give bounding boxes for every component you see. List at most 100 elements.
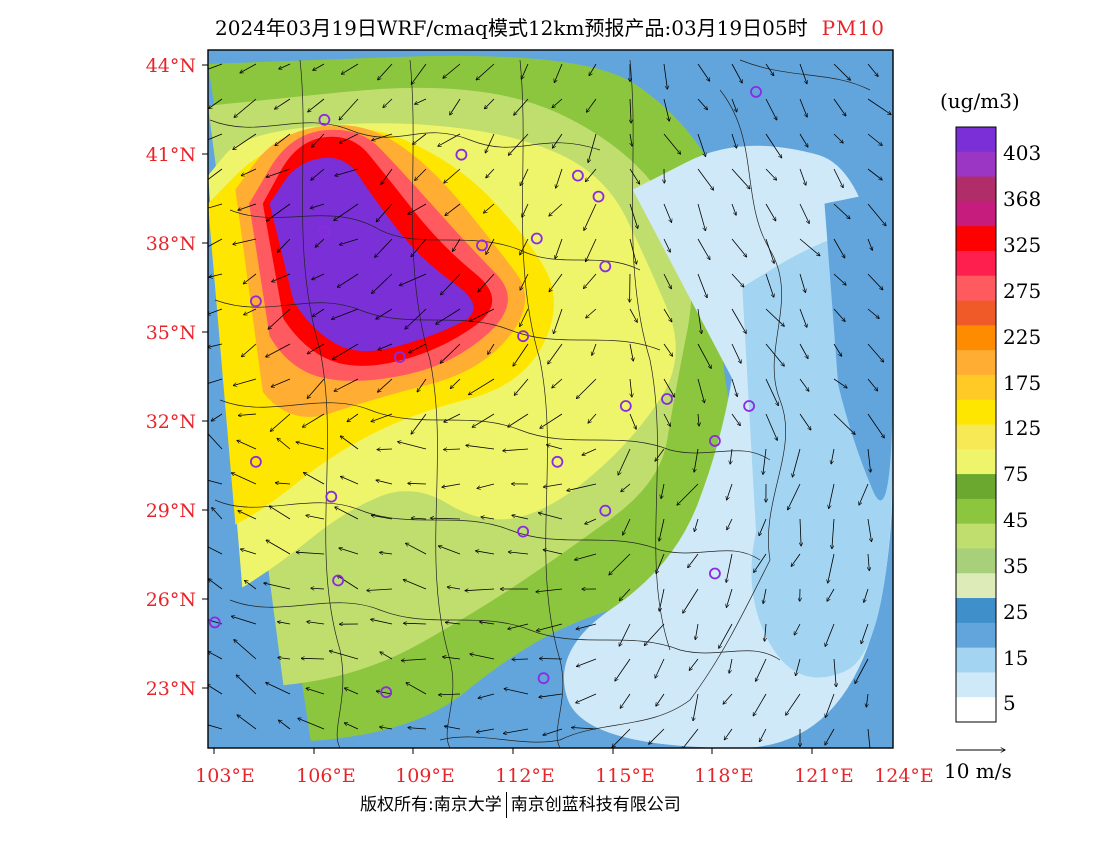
wind-arrow-icon <box>827 588 835 601</box>
wind-arrow-icon <box>799 133 808 147</box>
city-marker-icon <box>517 525 529 538</box>
wind-arrow-icon <box>371 619 393 625</box>
wind-arrow-icon <box>345 688 359 695</box>
colorbar-swatch <box>956 201 996 227</box>
wind-arrow-icon <box>520 273 529 290</box>
lon-label-124: 124°E <box>874 765 934 787</box>
lat-label-44: 44°N <box>146 55 196 77</box>
wind-arrow-icon <box>763 588 767 604</box>
wind-arrow-icon <box>442 483 461 487</box>
wind-arrow-icon <box>347 413 359 422</box>
wind-arrow-icon <box>630 98 631 123</box>
wind-arrow-icon <box>829 483 835 509</box>
colorbar-swatch <box>956 127 996 153</box>
wind-arrow-icon <box>409 343 427 353</box>
wind-arrow-icon <box>825 728 835 745</box>
wind-arrow-icon <box>825 693 835 717</box>
wind-arrow-icon <box>376 308 393 319</box>
city-marker-icon <box>599 504 612 517</box>
wind-arrow-icon <box>577 658 597 667</box>
wind-arrow-icon <box>697 203 706 231</box>
cb-label-25: 25 <box>1003 600 1028 624</box>
concentration-region <box>824 196 893 501</box>
wind-arrow-icon <box>549 203 563 216</box>
wind-arrow-icon <box>656 553 665 574</box>
wind-arrow-icon <box>791 553 801 566</box>
wind-arrow-icon <box>208 685 223 695</box>
lat-label-32: 32°N <box>146 411 196 433</box>
city-marker-icon <box>249 295 262 308</box>
wind-arrow-icon <box>788 483 801 510</box>
wind-arrow-icon <box>465 589 495 591</box>
wind-arrow-icon <box>266 168 291 177</box>
wind-arrow-icon <box>212 508 223 520</box>
wind-arrow-icon <box>241 549 257 555</box>
wind-arrow-icon <box>478 693 495 698</box>
pm10-concentration-map[interactable] <box>194 50 894 757</box>
wind-arrow-icon <box>266 343 291 357</box>
wind-arrow-icon <box>754 553 767 573</box>
colorbar-swatches <box>956 127 996 723</box>
wind-arrow-icon <box>301 658 325 659</box>
wind-arrow-icon <box>375 238 393 257</box>
wind-arrow-icon <box>792 448 801 477</box>
wind-arrow-icon <box>266 203 291 221</box>
wind-arrow-icon <box>296 442 325 450</box>
colorbar-swatch <box>956 350 996 376</box>
wind-arrow-icon <box>315 238 325 247</box>
wind-arrow-icon <box>655 658 665 678</box>
wind-arrow-icon <box>765 133 782 158</box>
wind-arrow-icon <box>335 168 359 176</box>
wind-arrow-icon <box>867 63 878 76</box>
wind-arrow-icon <box>799 308 807 327</box>
wind-arrow-icon <box>234 640 257 660</box>
wind-arrow-icon <box>663 413 670 426</box>
city-marker-icon <box>380 686 393 699</box>
wind-arrow-icon <box>582 448 597 455</box>
wind-arrow-icon <box>833 273 846 285</box>
city-marker-icon <box>709 567 721 580</box>
city-marker-icon <box>332 574 345 587</box>
wind-arrow-icon <box>411 238 427 257</box>
wind-arrow-icon <box>381 168 393 184</box>
wind-arrow-icon <box>799 343 808 359</box>
colorbar-swatch <box>956 548 996 574</box>
wind-arrow-icon <box>411 63 427 84</box>
wind-arrow-icon <box>867 448 871 472</box>
lat-label-38: 38°N <box>146 233 196 255</box>
cb-label-403: 403 <box>1003 141 1041 165</box>
map-frame <box>207 49 894 749</box>
wind-arrow-icon <box>334 378 359 391</box>
wind-arrow-icon <box>339 238 359 245</box>
wind-arrow-icon <box>478 273 495 292</box>
wind-arrow-icon <box>543 728 563 735</box>
wind-arrow-icon <box>383 98 393 108</box>
wind-arrow-icon <box>380 727 393 729</box>
wind-arrow-icon <box>729 658 733 673</box>
wind-arrow-icon <box>799 413 811 430</box>
wind-arrow-icon <box>310 203 325 208</box>
wind-arrow-icon <box>234 98 257 117</box>
wind-arrow-icon <box>682 728 699 748</box>
wind-vectors <box>208 63 892 748</box>
colorbar-swatch <box>956 474 996 500</box>
wind-arrow-icon <box>833 658 836 687</box>
city-marker-icon <box>318 113 331 126</box>
wind-arrow-icon <box>833 378 847 388</box>
wind-arrow-icon <box>727 518 733 530</box>
wind-arrow-icon <box>398 442 427 450</box>
wind-arrow-icon <box>629 203 638 228</box>
wind-arrow-icon <box>271 378 291 387</box>
city-marker-icon <box>537 672 550 685</box>
wind-arrow-icon <box>584 273 597 289</box>
wind-arrow-icon <box>450 378 461 389</box>
wind-arrow-icon <box>376 480 393 485</box>
wind-arrow-icon <box>307 343 325 354</box>
lat-label-41: 41°N <box>146 144 196 166</box>
wind-arrow-icon <box>406 543 427 555</box>
lat-label-26: 26°N <box>146 589 196 611</box>
wind-arrow-icon <box>272 273 291 282</box>
wind-arrow-icon <box>209 98 223 109</box>
wind-arrow-icon <box>867 343 884 362</box>
